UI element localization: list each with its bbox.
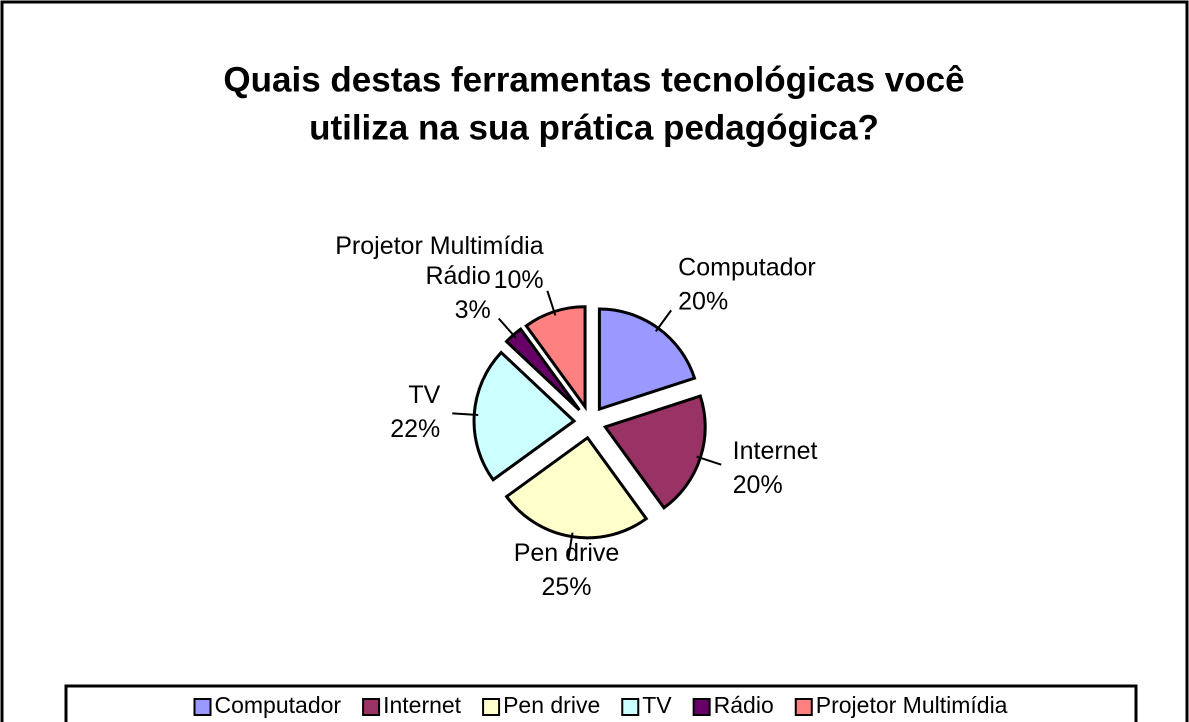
data-label-name: Pen drive bbox=[514, 539, 620, 567]
leader-line bbox=[567, 532, 574, 559]
legend-swatch bbox=[794, 698, 813, 716]
leader-line bbox=[655, 309, 672, 332]
data-label: 25% bbox=[542, 573, 592, 601]
legend-label: Computador bbox=[215, 692, 342, 718]
legend-swatch bbox=[692, 698, 711, 716]
legend-label: Pen drive bbox=[503, 692, 600, 718]
chart-title: utiliza na sua prática pedagógica? bbox=[309, 108, 879, 147]
legend-swatch bbox=[362, 698, 381, 716]
leader-line bbox=[696, 455, 722, 466]
data-label: 20% bbox=[733, 471, 783, 499]
leader-line bbox=[497, 317, 517, 339]
legend-box bbox=[64, 684, 1138, 722]
data-label-name: Internet bbox=[733, 437, 818, 465]
data-label-name: TV bbox=[408, 381, 440, 409]
legend-label: Projetor Multimídia bbox=[816, 692, 1008, 718]
data-label-name: Projetor Multimídia bbox=[335, 232, 543, 260]
data-label: 3% bbox=[455, 296, 491, 324]
legend-label: TV bbox=[642, 692, 672, 718]
legend-swatch bbox=[621, 698, 640, 716]
legend-label: Internet bbox=[383, 692, 462, 718]
legend-label: Rádio bbox=[714, 692, 774, 718]
data-label: 10% bbox=[494, 266, 544, 294]
data-label-name: Computador bbox=[678, 253, 816, 281]
legend-swatch bbox=[193, 698, 212, 716]
leader-line bbox=[452, 412, 479, 416]
data-label: 22% bbox=[390, 415, 440, 443]
data-label: 20% bbox=[678, 287, 728, 315]
legend-swatch bbox=[482, 698, 501, 716]
leader-line bbox=[546, 290, 557, 316]
chart-title: Quais destas ferramentas tecnológicas vo… bbox=[223, 60, 964, 99]
data-label-name: Rádio bbox=[425, 262, 490, 290]
